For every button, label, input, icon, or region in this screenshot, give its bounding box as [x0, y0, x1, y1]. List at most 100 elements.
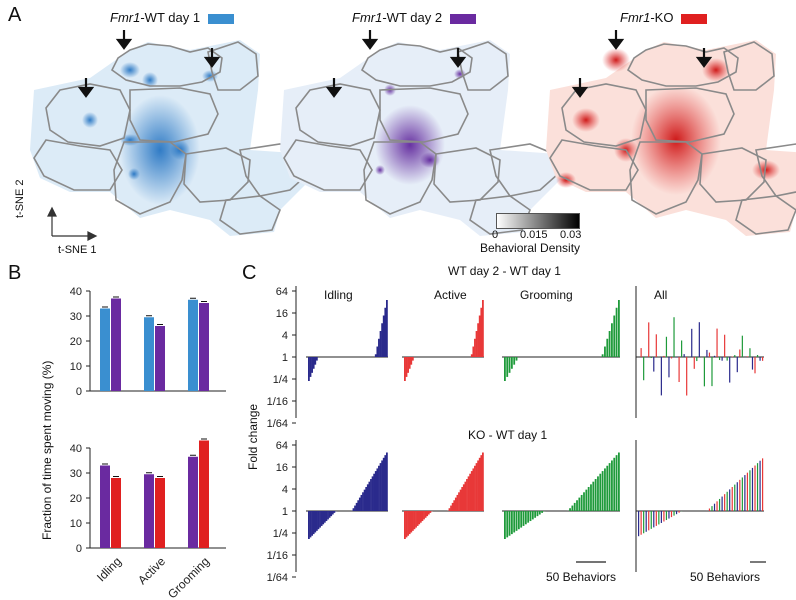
fold-change-bar [312, 357, 315, 369]
fold-change-plots: 64 16 4 1 1/4 1/16 1/64 64 16 4 1 1/4 1/16 1/64 [267, 286, 766, 584]
fold-change-bar [464, 481, 467, 511]
fold-change-bar [427, 511, 430, 515]
fold-change-bar [480, 307, 483, 357]
bar [188, 299, 198, 391]
fold-change-bar [384, 455, 387, 511]
fold-change-bar [376, 468, 379, 511]
fold-change-bar [513, 357, 516, 365]
fold-change-bar [604, 468, 606, 511]
fold-change-bar [477, 323, 480, 357]
fold-change-bar [331, 511, 334, 515]
fold-change-bar [411, 511, 414, 531]
fold-change-bar [374, 354, 377, 357]
legend-swatch [208, 13, 235, 24]
y-tick-label: 64 [276, 286, 288, 298]
tsne-maps [30, 30, 796, 241]
y-tick-label: 20 [70, 336, 82, 348]
bar [111, 298, 121, 391]
fold-change-bar [308, 511, 310, 539]
y-tick-label: 1/64 [267, 572, 288, 584]
fold-change-bar [373, 473, 376, 511]
bar [144, 474, 154, 548]
condition-label: -WT day 1 [140, 10, 201, 25]
bar [155, 326, 165, 391]
tsne-map-ko [546, 40, 796, 236]
fold-change-bar [749, 348, 751, 357]
fold-change-bar [355, 502, 358, 511]
tsne-map-wt-day2 [280, 40, 560, 236]
fold-change-bar [360, 494, 363, 511]
fold-change-bar [668, 511, 670, 519]
fold-change-bar [731, 356, 733, 357]
fold-change-bar [362, 492, 364, 511]
fold-change-bar [379, 331, 382, 357]
fold-change-bar [587, 486, 590, 511]
fold-change-bar [660, 511, 662, 523]
gene-name: Fmr1 [620, 10, 651, 25]
fold-change-bar [311, 357, 313, 373]
fold-change-bar [354, 505, 356, 511]
fold-change-bar [601, 471, 604, 511]
fold-change-bar [522, 511, 525, 526]
fold-change-bar [467, 476, 470, 511]
fold-change-bar [749, 470, 751, 511]
fold-change-bar [718, 357, 721, 361]
map-title-wt-day2: Fmr1-WT day 2 [352, 10, 477, 25]
panel-label-b: B [8, 262, 22, 284]
fold-change-bar [576, 500, 578, 511]
fold-change-bar [613, 315, 616, 357]
fold-change-bar [681, 340, 683, 357]
fold-change-bar [405, 357, 408, 377]
bar [188, 456, 198, 548]
fold-change-bar [608, 331, 611, 357]
fold-change-bar [716, 501, 718, 511]
fold-change-bar [751, 357, 754, 370]
density-label: Behavioral Density [480, 241, 581, 255]
y-tick-label: 0 [76, 543, 82, 555]
fold-change-bar [314, 357, 317, 365]
fold-change-bar [599, 473, 602, 511]
fold-change-bar [597, 476, 599, 511]
fold-change-bar [357, 500, 360, 511]
fold-change-bar [759, 460, 761, 511]
fold-change-bar [665, 511, 668, 521]
c-row-title-bottom: KO - WT day 1 [468, 428, 548, 442]
fold-change-bar [333, 511, 336, 513]
fold-change-bar [534, 511, 537, 518]
bar [199, 440, 209, 548]
fold-change-bar [606, 465, 609, 511]
fold-change-bar [475, 331, 478, 357]
fold-change-bar [506, 357, 509, 377]
fold-change-bar [325, 511, 328, 522]
fold-change-bar [408, 511, 411, 535]
fold-change-bar [378, 338, 380, 357]
fold-change-bar [317, 511, 320, 530]
fold-change-bar [520, 511, 523, 528]
fold-change-bar [650, 357, 652, 358]
c-col-label-all: All [654, 288, 668, 302]
fold-change-bar [754, 465, 756, 511]
y-tick-label: 1/16 [267, 396, 288, 408]
fold-change-bar [371, 476, 374, 511]
fold-change-bar [363, 489, 366, 511]
bar [144, 317, 154, 391]
fold-change-bar [504, 511, 506, 539]
fold-change-bar [469, 473, 472, 511]
y-tick-label: 4 [282, 330, 288, 342]
fold-change-bar [739, 479, 741, 511]
condition-label: -WT day 2 [382, 10, 443, 25]
fold-change-bar [370, 479, 372, 511]
fold-change-bar [726, 491, 728, 511]
fold-change-bar [648, 511, 650, 531]
fold-change-bar [312, 511, 315, 535]
category-label: Active [135, 554, 168, 587]
scale-label-all: 50 Behaviors [690, 570, 761, 584]
fold-change-bar [368, 481, 371, 511]
fold-change-bar [706, 349, 708, 357]
fold-change-bar [474, 465, 476, 511]
fold-change-bar [515, 357, 518, 361]
fold-change-bar [378, 465, 380, 511]
fold-change-bar [744, 475, 746, 511]
fold-change-bar [459, 489, 462, 511]
fold-change-bar [691, 328, 693, 357]
